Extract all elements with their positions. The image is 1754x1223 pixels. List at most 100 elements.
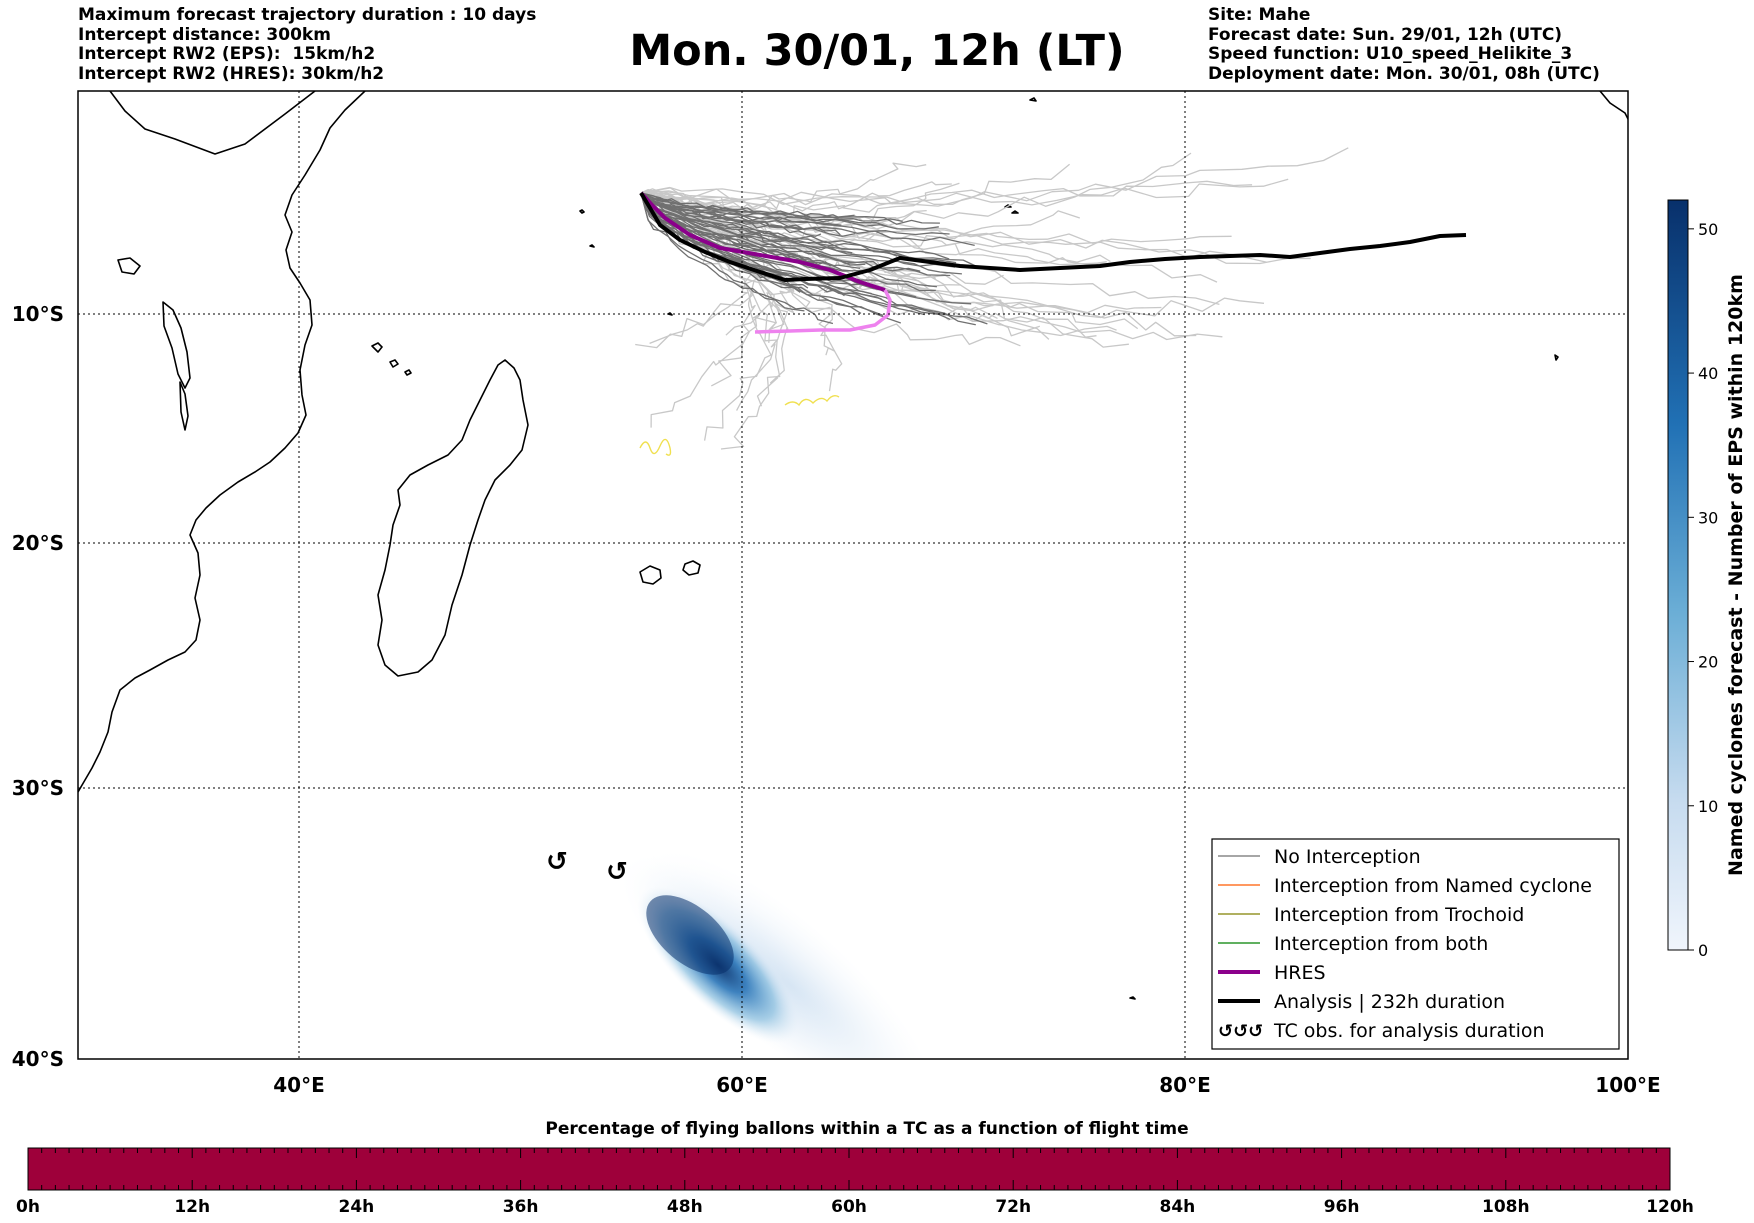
trajectory-late [640, 178, 1289, 206]
arabia-islands [1029, 91, 1628, 121]
tc-obs-symbols: ↺ ↺ [546, 847, 628, 887]
hres-track-late [754, 289, 892, 334]
timebar-tick-label: 60h [831, 1197, 867, 1217]
tc-obs-legend-icon: ↺↺↺ [1218, 1021, 1263, 1042]
legend-box [1211, 838, 1620, 1050]
red-sea-fragment [109, 91, 316, 155]
timebar-tick-label: 108h [1482, 1197, 1530, 1217]
colorbar-tick-label: 40 [1698, 364, 1718, 383]
trajectory-late [640, 152, 1192, 226]
legend-label: Interception from Trochoid [1274, 904, 1524, 926]
map-content: ↺ ↺ [78, 91, 1628, 1059]
legend-label: Interception from both [1274, 933, 1488, 955]
trajectory-late [640, 189, 1107, 266]
trajectory-no-interception [640, 192, 957, 264]
colorbar-label: Named cyclones forecast - Number of EPS … [1725, 274, 1747, 876]
lon-tick-80: 80°E [1159, 1073, 1211, 1097]
legend-item: No Interception [1218, 846, 1421, 868]
timebar-title: Percentage of flying ballons within a TC… [545, 1119, 1188, 1139]
grid-lines [78, 91, 1628, 1059]
trajectory-late [640, 180, 1253, 205]
lat-tick-40: 40°S [12, 1047, 64, 1071]
legend-label: No Interception [1274, 846, 1421, 868]
colorbar-tick-label: 50 [1698, 220, 1718, 239]
trajectory-late [640, 192, 1111, 263]
madagascar-coastline [377, 359, 529, 677]
trajectory-lines [635, 147, 1467, 450]
intercept-eps-text: Intercept RW2 (EPS): 15km/h2 [78, 44, 376, 64]
intercept-hres-text: Intercept RW2 (HRES): 30km/h2 [78, 63, 385, 84]
timebar-tick-label: 48h [667, 1197, 703, 1217]
legend-label: Analysis | 232h duration [1274, 991, 1505, 1013]
east-africa-lake [162, 301, 191, 389]
trajectory-late [640, 147, 1349, 207]
lon-tick-40: 40°E [273, 1073, 325, 1097]
legend-item: Interception from both [1218, 933, 1488, 955]
timebar-tick-label: 96h [1324, 1197, 1360, 1217]
colorbar-tick-label: 30 [1698, 508, 1718, 527]
deployment-date-text: Deployment date: Mon. 30/01, 08h (UTC) [1208, 63, 1600, 84]
colorbar-tick-label: 20 [1698, 653, 1718, 672]
timebar-tick-label: 24h [339, 1197, 375, 1217]
timebar-tick-label: 120h [1646, 1197, 1694, 1217]
legend-item: Analysis | 232h duration [1218, 991, 1505, 1013]
trajectory-no-interception [640, 192, 805, 312]
map-frame [77, 90, 1629, 1060]
reunion-island [639, 565, 662, 585]
trajectory-no-interception [640, 192, 951, 277]
comoros-islands [371, 342, 412, 376]
trajectory-late-south [640, 192, 781, 450]
lake-malawi [179, 381, 189, 431]
speed-function-text: Speed function: U10_speed_Helikite_3 [1208, 44, 1573, 64]
timebar-tick-label: 12h [174, 1197, 210, 1217]
axis-labels: 40°E 60°E 80°E 100°E 10°S 20°S 30°S 40°S [12, 302, 1661, 1097]
trajectory-no-interception [640, 192, 962, 275]
tc-obs-yellow-track-2 [784, 394, 840, 407]
timebar-tick-label: 36h [503, 1197, 539, 1217]
trajectory-no-interception [640, 192, 834, 325]
site-text: Site: Mahe [1208, 5, 1311, 25]
lon-tick-60: 60°E [716, 1073, 768, 1097]
trajectory-no-interception [640, 192, 950, 260]
analysis-track [639, 191, 1467, 282]
timebar-tick-label: 84h [1160, 1197, 1196, 1217]
lat-tick-30: 30°S [12, 776, 64, 800]
mauritius-island [682, 560, 701, 576]
colorbar-scale [1667, 199, 1689, 951]
timebar-tick-label: 72h [995, 1197, 1031, 1217]
trajectory-no-interception [640, 192, 950, 236]
tc-obs-symbol-2: ↺ [606, 857, 628, 887]
trajectory-late [640, 192, 1267, 263]
trajectory-late [640, 181, 952, 212]
lat-tick-10: 10°S [12, 302, 64, 326]
lat-tick-20: 20°S [12, 531, 64, 555]
tc-obs-yellow-track-1 [639, 438, 672, 456]
timebar-tick-label: 0h [16, 1197, 40, 1217]
max-duration-text: Maximum forecast trajectory duration : 1… [78, 5, 537, 25]
header-left-info: Maximum forecast trajectory duration : 1… [78, 5, 537, 84]
forecast-date-text: Forecast date: Sun. 29/01, 12h (UTC) [1208, 24, 1563, 45]
tc-obs-yellow-tracks [639, 394, 840, 456]
cyclone-density-plume [621, 850, 937, 1059]
colorbar-tick-label: 0 [1698, 941, 1708, 960]
legend-item: ↺↺↺ TC obs. for analysis duration [1218, 1020, 1545, 1042]
header-right-info: Site: Mahe Forecast date: Sun. 29/01, 12… [1208, 5, 1600, 84]
legend-label: Interception from Named cyclone [1274, 875, 1592, 897]
africa-coastline [78, 91, 366, 793]
lon-tick-100: 100°E [1595, 1073, 1660, 1097]
legend-label: HRES [1274, 962, 1326, 984]
intercept-distance-text: Intercept distance: 300km [78, 24, 331, 45]
lake-victoria [117, 257, 141, 275]
map-legend: No Interception Interception from Named c… [1211, 838, 1620, 1050]
legend-item: Interception from Trochoid [1218, 904, 1524, 926]
legend-item: HRES [1218, 962, 1326, 984]
trajectory-no-interception [640, 192, 862, 314]
colorbar-tick-label: 10 [1698, 797, 1718, 816]
legend-label: TC obs. for analysis duration [1273, 1020, 1545, 1042]
page-title: Mon. 30/01, 12h (LT) [629, 26, 1125, 76]
trajectory-no-interception [640, 192, 853, 254]
tc-obs-symbol-1: ↺ [546, 847, 568, 877]
